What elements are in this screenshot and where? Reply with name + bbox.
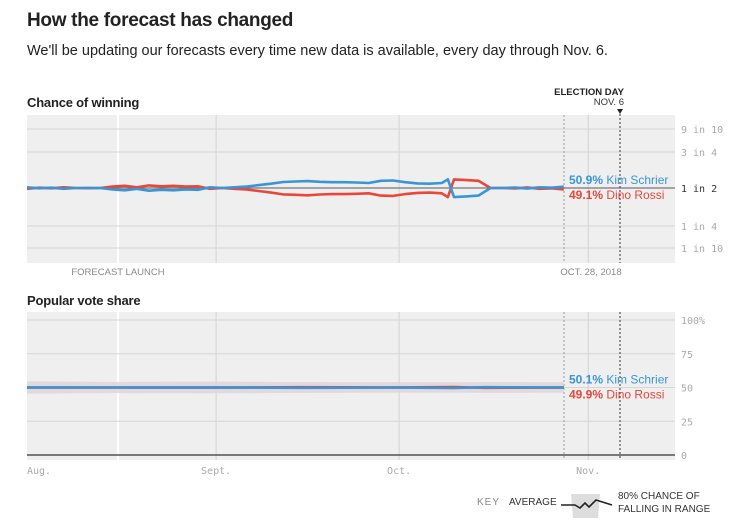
x-tick-label: Nov. bbox=[576, 466, 600, 477]
key-range-icon bbox=[571, 494, 600, 518]
y-tick-label: 9 in 10 bbox=[681, 125, 723, 136]
key-range-label-1: 80% CHANCE OF bbox=[618, 491, 700, 502]
y-tick-label: 1 in 2 bbox=[681, 184, 717, 195]
x-tick-label: Sept. bbox=[201, 466, 231, 477]
key-label: KEY bbox=[477, 497, 501, 508]
end-label-rossi: 49.9% Dino Rossi bbox=[569, 388, 664, 402]
vote-chart-title: Popular vote share bbox=[27, 293, 141, 308]
election-day-label: ELECTION DAY bbox=[554, 87, 624, 98]
end-label-schrier: 50.9% Kim Schrier bbox=[569, 173, 668, 187]
x-tick-label: Aug. bbox=[27, 466, 51, 477]
page-subtitle: We'll be updating our forecasts every ti… bbox=[27, 43, 608, 59]
y-tick-label: 50 bbox=[681, 384, 693, 395]
y-tick-label: 100% bbox=[681, 316, 705, 327]
election-day-marker-icon bbox=[617, 109, 623, 114]
y-tick-label: 1 in 10 bbox=[681, 244, 723, 255]
key-range-label-2: FALLING IN RANGE bbox=[618, 504, 711, 515]
key-average-label: AVERAGE bbox=[509, 497, 557, 508]
end-label-schrier: 50.1% Kim Schrier bbox=[569, 373, 668, 387]
y-tick-label: 0 bbox=[681, 451, 687, 462]
election-date-label: NOV. 6 bbox=[593, 97, 624, 108]
end-label-rossi: 49.1% Dino Rossi bbox=[569, 188, 664, 202]
y-tick-label: 3 in 4 bbox=[681, 148, 717, 159]
latest-date-label: OCT. 28, 2018 bbox=[560, 267, 621, 278]
chance-chart-title: Chance of winning bbox=[27, 95, 140, 110]
y-tick-label: 75 bbox=[681, 350, 693, 361]
page-title: How the forecast has changed bbox=[27, 10, 294, 31]
y-tick-label: 1 in 4 bbox=[681, 222, 717, 233]
series-line-rossi bbox=[26, 178, 564, 199]
forecast-launch-label: FORECAST LAUNCH bbox=[71, 267, 164, 278]
x-tick-label: Oct. bbox=[387, 466, 411, 477]
y-tick-label: 25 bbox=[681, 417, 693, 428]
series-line-schrier bbox=[26, 385, 564, 390]
series-line-schrier bbox=[26, 178, 564, 199]
key-average-icon bbox=[561, 499, 613, 510]
